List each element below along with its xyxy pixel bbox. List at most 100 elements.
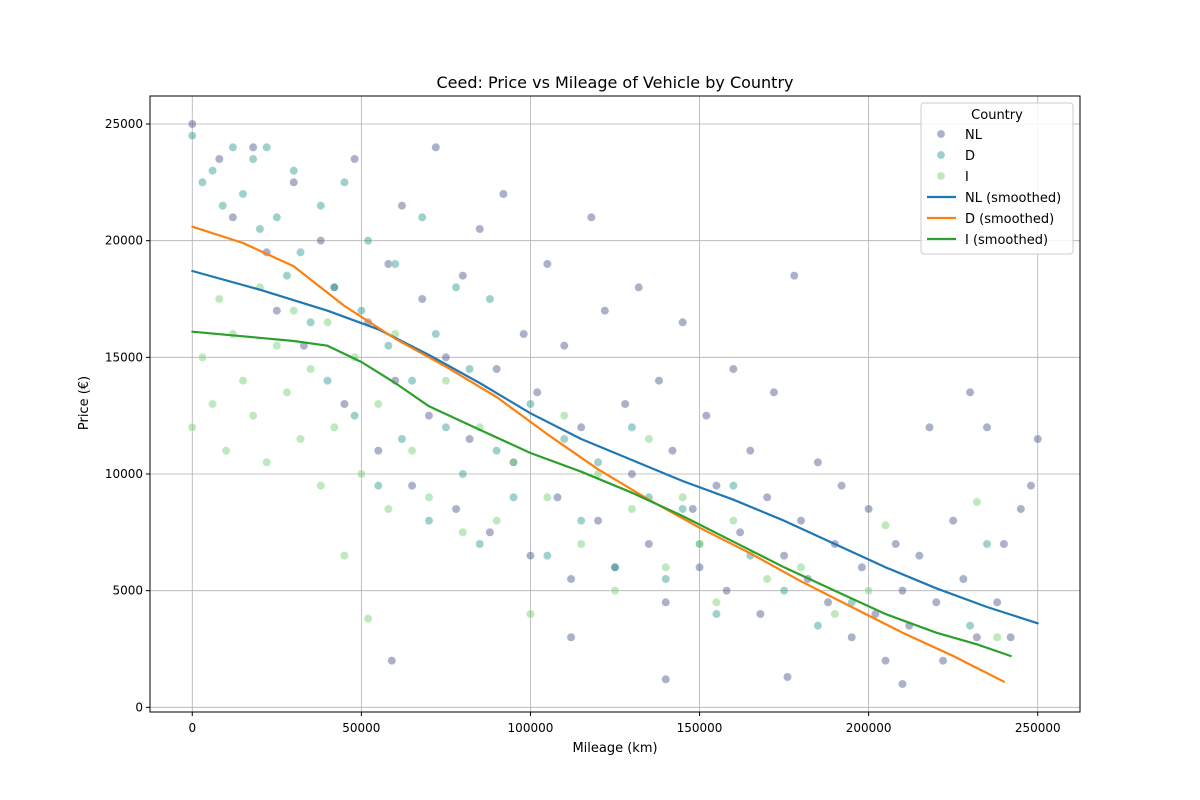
series-nl	[187, 119, 1043, 689]
data-point-nl	[451, 504, 461, 514]
legend-title: Country	[971, 108, 1023, 123]
data-point-d	[339, 177, 349, 187]
data-point-nl	[958, 574, 968, 584]
data-point-i	[282, 387, 292, 397]
data-point-i	[492, 516, 502, 526]
data-point-nl	[695, 562, 705, 572]
data-point-d	[329, 282, 339, 292]
data-point-nl	[881, 656, 891, 666]
data-point-d	[711, 609, 721, 619]
data-point-nl	[891, 539, 901, 549]
data-point-d	[451, 282, 461, 292]
data-point-d	[295, 247, 305, 257]
y-tick-label: 10000	[105, 467, 143, 481]
data-point-d	[610, 562, 620, 572]
data-point-nl	[857, 562, 867, 572]
data-point-nl	[485, 527, 495, 537]
data-point-nl	[837, 481, 847, 491]
data-point-nl	[925, 422, 935, 432]
data-point-nl	[498, 189, 508, 199]
data-point-nl	[745, 446, 755, 456]
data-point-nl	[711, 481, 721, 491]
data-point-nl	[248, 142, 258, 152]
data-point-i	[762, 574, 772, 584]
data-point-i	[356, 469, 366, 479]
data-point-i	[214, 294, 224, 304]
data-point-i	[441, 376, 451, 386]
data-point-d	[289, 166, 299, 176]
data-point-nl	[228, 212, 238, 222]
data-point-d	[813, 621, 823, 631]
data-point-d	[485, 294, 495, 304]
data-point-nl	[701, 411, 711, 421]
legend-label: D (smoothed)	[965, 212, 1054, 227]
data-point-nl	[789, 271, 799, 281]
data-point-i	[262, 457, 272, 467]
data-point-nl	[728, 364, 738, 374]
data-point-nl	[654, 376, 664, 386]
data-point-nl	[938, 656, 948, 666]
data-point-d	[306, 317, 316, 327]
data-point-nl	[667, 446, 677, 456]
data-point-d	[390, 259, 400, 269]
legend-item-i-smoothed: I (smoothed)	[927, 233, 1048, 248]
data-point-d	[441, 422, 451, 432]
data-point-i	[329, 422, 339, 432]
data-point-nl	[519, 329, 529, 339]
y-tick-label: 5000	[112, 584, 143, 598]
x-tick-label: 0	[188, 721, 196, 735]
data-point-d	[424, 516, 434, 526]
data-point-d	[407, 376, 417, 386]
data-point-nl	[982, 422, 992, 432]
data-point-nl	[823, 597, 833, 607]
data-point-nl	[661, 674, 671, 684]
x-tick-label: 100000	[508, 721, 554, 735]
series-line-nl-smoothed	[191, 269, 1039, 625]
x-tick-label: 50000	[342, 721, 380, 735]
data-point-nl	[316, 236, 326, 246]
data-point-nl	[272, 306, 282, 316]
data-point-nl	[559, 341, 569, 351]
data-point-nl	[762, 492, 772, 502]
legend-marker	[936, 171, 946, 181]
data-point-i	[542, 492, 552, 502]
data-point-d	[779, 586, 789, 596]
data-point-nl	[661, 597, 671, 607]
y-axis-title: Price (€)	[77, 376, 92, 430]
data-point-nl	[678, 317, 688, 327]
data-point-nl	[972, 632, 982, 642]
data-point-i	[248, 411, 258, 421]
data-point-d	[728, 481, 738, 491]
legend-box	[920, 102, 1074, 255]
data-point-d	[197, 177, 207, 187]
data-point-i	[424, 492, 434, 502]
data-point-nl	[620, 399, 630, 409]
data-point-i	[644, 434, 654, 444]
data-point-i	[458, 527, 468, 537]
y-tick-label: 20000	[105, 234, 143, 248]
data-point-d	[187, 131, 197, 141]
data-point-nl	[999, 539, 1009, 549]
data-point-nl	[525, 551, 535, 561]
data-point-i	[711, 597, 721, 607]
legend-item-i: I	[936, 170, 969, 185]
x-axis-title: Mileage (km)	[572, 741, 657, 756]
data-point-nl	[1033, 434, 1043, 444]
data-point-nl	[431, 142, 441, 152]
data-point-nl	[593, 516, 603, 526]
data-point-d	[397, 434, 407, 444]
data-point-nl	[634, 282, 644, 292]
legend-label: D	[965, 149, 975, 164]
y-tick-label: 0	[135, 700, 143, 714]
data-point-d	[593, 457, 603, 467]
data-point-i	[407, 446, 417, 456]
data-point-d	[350, 411, 360, 421]
data-point-i	[323, 317, 333, 327]
legend-label: I (smoothed)	[965, 233, 1048, 248]
data-point-i	[238, 376, 248, 386]
data-point-d	[678, 504, 688, 514]
data-point-nl	[383, 259, 393, 269]
data-point-nl	[722, 586, 732, 596]
data-point-i	[864, 586, 874, 596]
data-point-d	[576, 516, 586, 526]
